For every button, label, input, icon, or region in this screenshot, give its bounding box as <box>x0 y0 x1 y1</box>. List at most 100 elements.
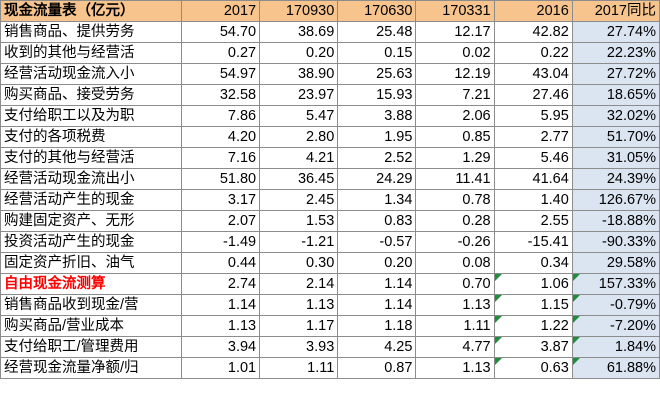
value-cell[interactable]: 1.95 <box>337 126 417 148</box>
row-label-cell[interactable]: 经营活动产生的现金 <box>0 189 182 211</box>
value-cell[interactable]: 2.06 <box>415 105 495 127</box>
yoy-cell[interactable]: 24.39% <box>571 168 660 190</box>
yoy-cell[interactable]: 31.05% <box>571 147 660 169</box>
row-label-cell[interactable]: 购建固定资产、无形 <box>0 210 182 232</box>
value-cell[interactable]: 3.94 <box>180 336 261 358</box>
yoy-cell[interactable]: 22.23% <box>571 42 660 64</box>
yoy-cell[interactable]: 29.58% <box>571 252 660 274</box>
yoy-cell[interactable]: -18.88% <box>571 210 660 232</box>
row-label-cell[interactable]: 支付给职工以及为职 <box>0 105 182 127</box>
value-cell[interactable]: 0.63 <box>493 357 573 379</box>
value-cell[interactable]: 1.53 <box>259 210 339 232</box>
row-label-cell[interactable]: 经营活动现金流出小 <box>0 168 182 190</box>
value-cell[interactable]: 51.80 <box>180 168 261 190</box>
yoy-cell[interactable]: 27.74% <box>571 21 660 43</box>
value-cell[interactable]: -0.57 <box>337 231 417 253</box>
value-cell[interactable]: 2.55 <box>493 210 573 232</box>
value-cell[interactable]: 0.87 <box>337 357 417 379</box>
yoy-cell[interactable]: -90.33% <box>571 231 660 253</box>
value-cell[interactable]: 4.77 <box>415 336 495 358</box>
yoy-cell[interactable]: 18.65% <box>571 84 660 106</box>
row-label-cell[interactable]: 收到的其他与经营活 <box>0 42 182 64</box>
yoy-cell[interactable]: 51.70% <box>571 126 660 148</box>
value-cell[interactable]: 3.17 <box>180 189 261 211</box>
value-cell[interactable]: 0.20 <box>337 252 417 274</box>
value-cell[interactable]: 2.74 <box>180 273 261 295</box>
value-cell[interactable]: 1.29 <box>415 147 495 169</box>
yoy-cell[interactable]: 157.33% <box>571 273 660 295</box>
value-cell[interactable]: 0.85 <box>415 126 495 148</box>
row-label-cell[interactable]: 自由现金流测算 <box>0 273 182 295</box>
row-label-cell[interactable]: 投资活动产生的现金 <box>0 231 182 253</box>
value-cell[interactable]: 25.48 <box>337 21 417 43</box>
value-cell[interactable]: 1.01 <box>180 357 261 379</box>
value-cell[interactable]: 32.58 <box>180 84 261 106</box>
row-label-cell[interactable]: 购买商品/营业成本 <box>0 315 182 337</box>
value-cell[interactable]: 2.52 <box>337 147 417 169</box>
value-cell[interactable]: 41.64 <box>493 168 573 190</box>
value-cell[interactable]: 42.82 <box>493 21 573 43</box>
value-cell[interactable]: 3.93 <box>259 336 339 358</box>
yoy-cell[interactable]: 1.84% <box>571 336 660 358</box>
value-cell[interactable]: 1.13 <box>415 294 495 316</box>
value-cell[interactable]: 0.83 <box>337 210 417 232</box>
value-cell[interactable]: 1.17 <box>259 315 339 337</box>
value-cell[interactable]: -1.49 <box>180 231 261 253</box>
value-cell[interactable]: 54.70 <box>180 21 261 43</box>
value-cell[interactable]: 3.87 <box>493 336 573 358</box>
row-label-cell[interactable]: 支付的其他与经营活 <box>0 147 182 169</box>
value-cell[interactable]: 3.88 <box>337 105 417 127</box>
value-cell[interactable]: 2.45 <box>259 189 339 211</box>
yoy-cell[interactable]: -7.20% <box>571 315 660 337</box>
yoy-cell[interactable]: 27.72% <box>571 63 660 85</box>
value-cell[interactable]: 7.16 <box>180 147 261 169</box>
row-label-cell[interactable]: 购买商品、接受劳务 <box>0 84 182 106</box>
value-cell[interactable]: 15.93 <box>337 84 417 106</box>
value-cell[interactable]: 1.14 <box>180 294 261 316</box>
row-label-cell[interactable]: 支付给职工/管理费用 <box>0 336 182 358</box>
value-cell[interactable]: 1.22 <box>493 315 573 337</box>
value-cell[interactable]: 5.95 <box>493 105 573 127</box>
value-cell[interactable]: 0.70 <box>415 273 495 295</box>
value-cell[interactable]: -0.26 <box>415 231 495 253</box>
yoy-cell[interactable]: 61.88% <box>571 357 660 379</box>
header-cell-yoy[interactable]: 2017同比 <box>571 0 660 22</box>
value-cell[interactable]: -15.41 <box>493 231 573 253</box>
value-cell[interactable]: 25.63 <box>337 63 417 85</box>
value-cell[interactable]: -1.21 <box>259 231 339 253</box>
value-cell[interactable]: 0.44 <box>180 252 261 274</box>
yoy-cell[interactable]: -0.79% <box>571 294 660 316</box>
header-cell-170331[interactable]: 170331 <box>415 0 495 22</box>
value-cell[interactable]: 7.21 <box>415 84 495 106</box>
yoy-cell[interactable]: 32.02% <box>571 105 660 127</box>
value-cell[interactable]: 1.11 <box>259 357 339 379</box>
value-cell[interactable]: 1.13 <box>259 294 339 316</box>
header-cell-title[interactable]: 现金流量表（亿元） <box>0 0 182 22</box>
value-cell[interactable]: 27.46 <box>493 84 573 106</box>
header-cell-170630[interactable]: 170630 <box>337 0 417 22</box>
row-label-cell[interactable]: 经营活动现金流入小 <box>0 63 182 85</box>
value-cell[interactable]: 38.69 <box>259 21 339 43</box>
value-cell[interactable]: 2.77 <box>493 126 573 148</box>
value-cell[interactable]: 1.11 <box>415 315 495 337</box>
value-cell[interactable]: 1.15 <box>493 294 573 316</box>
yoy-cell[interactable]: 126.67% <box>571 189 660 211</box>
value-cell[interactable]: 11.41 <box>415 168 495 190</box>
value-cell[interactable]: 0.08 <box>415 252 495 274</box>
row-label-cell[interactable]: 销售商品、提供劳务 <box>0 21 182 43</box>
value-cell[interactable]: 0.27 <box>180 42 261 64</box>
row-label-cell[interactable]: 经营现金流量净额/归 <box>0 357 182 379</box>
value-cell[interactable]: 0.28 <box>415 210 495 232</box>
value-cell[interactable]: 23.97 <box>259 84 339 106</box>
value-cell[interactable]: 1.13 <box>180 315 261 337</box>
value-cell[interactable]: 2.14 <box>259 273 339 295</box>
value-cell[interactable]: 4.21 <box>259 147 339 169</box>
row-label-cell[interactable]: 支付的各项税费 <box>0 126 182 148</box>
value-cell[interactable]: 0.22 <box>493 42 573 64</box>
row-label-cell[interactable]: 固定资产折旧、油气 <box>0 252 182 274</box>
value-cell[interactable]: 36.45 <box>259 168 339 190</box>
value-cell[interactable]: 12.19 <box>415 63 495 85</box>
value-cell[interactable]: 0.15 <box>337 42 417 64</box>
value-cell[interactable]: 0.02 <box>415 42 495 64</box>
value-cell[interactable]: 12.17 <box>415 21 495 43</box>
